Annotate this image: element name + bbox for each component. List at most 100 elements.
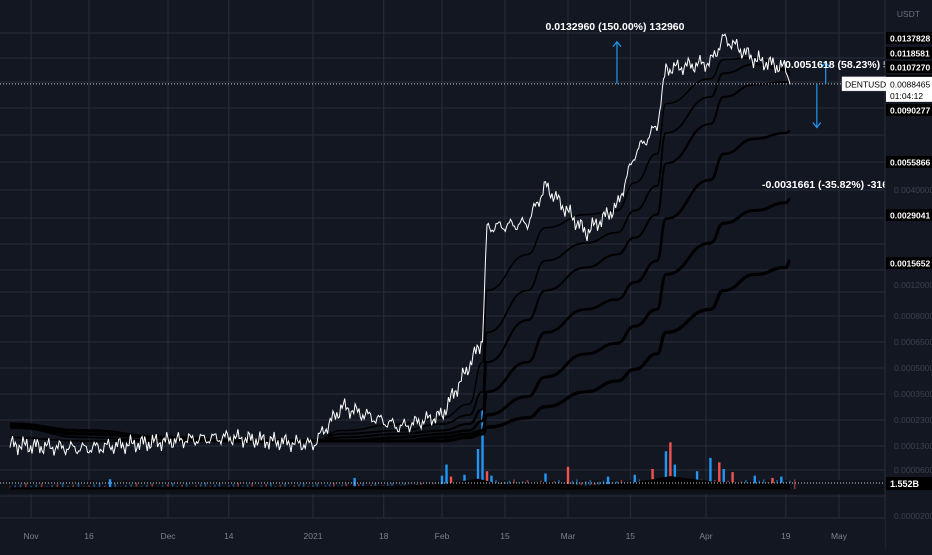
volume-bar: [753, 475, 756, 489]
y-tick-label: 0.000: [894, 0, 916, 2]
volume-bar: [780, 476, 783, 489]
measure-annotations: 0.0132960 (150.00%) 132960 0.0051618 (58.…: [546, 21, 914, 191]
volume-bar-small: [302, 482, 305, 489]
y-tick-label: 0.0003500: [894, 389, 932, 399]
price-series: [9, 33, 791, 457]
volume-bar: [445, 464, 448, 489]
volume-bar-small: [333, 482, 335, 489]
y-tick-label: 0.0000600: [894, 465, 932, 475]
volume-bar-small: [298, 484, 300, 489]
price-label-box: [886, 257, 932, 269]
measure-label: -0.0031661 (-35.82%) -31661: [762, 179, 900, 191]
last-price-label: 0.0088465: [890, 79, 930, 89]
x-tick-label: 15: [626, 531, 636, 541]
volume-bar-small: [793, 479, 796, 489]
price-label-box: [886, 156, 932, 168]
price-label: 0.0090277: [890, 106, 930, 116]
volume-bar-small: [98, 482, 101, 489]
price-label: 0.0029041: [890, 211, 930, 221]
symbol-tag: DENTUSDT: [845, 79, 891, 89]
price-label-box: [886, 104, 932, 116]
volume-bar: [731, 472, 734, 489]
volume-bar-small: [251, 483, 253, 489]
y-tick-label: 0.0005000: [894, 363, 932, 373]
last-price-box: [886, 76, 932, 102]
x-tick-label: Dec: [160, 531, 176, 541]
time-axis-panel: [0, 518, 885, 550]
y-tick-label: 0.0006500: [894, 337, 932, 347]
volume-bar-small: [40, 483, 43, 489]
volume-bar-small: [35, 484, 38, 489]
price-label: 0.0118581: [890, 49, 930, 59]
volume-bar-small: [218, 483, 221, 489]
volume-bar-small: [362, 482, 364, 489]
volume-bar: [485, 471, 489, 489]
volume-bar-small: [232, 484, 235, 489]
measure-label: 0.0051618 (58.23%) 5161L: [785, 59, 913, 71]
volume-bar-small: [130, 484, 132, 489]
volume-bar: [633, 474, 636, 489]
volume-bar-small: [61, 482, 64, 489]
x-tick-label: May: [831, 531, 848, 541]
countdown-label: 01:04:12: [890, 91, 923, 101]
x-tick-label: 15: [500, 531, 510, 541]
price-label-box: [886, 209, 932, 221]
x-tick-label: 18: [379, 531, 389, 541]
measure-label: 0.0132960 (150.00%) 132960: [546, 21, 685, 33]
volume-label-box: [886, 477, 932, 490]
volume-bar-small: [151, 483, 153, 489]
y-tick-label: 0.0001300: [894, 441, 932, 451]
x-tick-label: 2021: [304, 531, 323, 541]
y-tick-label: 0.0008000: [894, 311, 932, 321]
volume-bar-small: [345, 483, 348, 489]
volume-bar-small: [171, 482, 174, 489]
volume-bar: [606, 476, 610, 489]
x-tick-label: Feb: [435, 531, 450, 541]
currency-label: USDT: [897, 9, 920, 19]
measure-arrow-head: [612, 40, 622, 48]
volume-bar: [481, 409, 484, 489]
price-label-box: [886, 47, 932, 59]
x-tick-label: Nov: [24, 531, 40, 541]
y-tick-label: 0.0012000: [894, 280, 932, 290]
volume-bar: [440, 475, 444, 489]
y-tick-label: 0.0000200: [894, 511, 932, 521]
volume-bar: [722, 469, 725, 489]
volume-bar: [669, 442, 672, 489]
price-label-box: [886, 61, 932, 73]
volume-bar-small: [185, 483, 188, 489]
grid: [0, 0, 885, 518]
volume-bar: [566, 466, 570, 489]
volume-bar-small: [14, 485, 17, 489]
volume-bar-small: [77, 483, 80, 489]
volume-ma: [9, 476, 791, 490]
volume-bar-small: [270, 482, 272, 489]
x-tick-label: 19: [781, 531, 791, 541]
volume-bar-small: [56, 484, 59, 489]
volume-bar: [108, 479, 112, 489]
volume-bar-small: [135, 482, 138, 489]
volume-bar: [476, 449, 480, 489]
volume-bar: [544, 473, 547, 489]
y-tick-label: 0.0002300: [894, 415, 932, 425]
volume-bar-small: [585, 481, 587, 489]
volume-bar-small: [93, 484, 96, 489]
price-label-box: [886, 32, 932, 44]
volume-bar-small: [284, 483, 286, 489]
volume-bar-small: [316, 483, 318, 489]
x-tick-label: Mar: [561, 531, 576, 541]
volume-bar-small: [265, 484, 268, 489]
volume-bar-small: [199, 484, 202, 489]
measure-arrow-head: [821, 61, 831, 68]
volume-bar: [664, 451, 668, 489]
volume-bar-small: [114, 483, 117, 489]
volume-bar: [651, 469, 654, 489]
volume-bar-small: [19, 484, 22, 489]
volume-bar-small: [204, 482, 207, 489]
x-tick-label: Apr: [699, 531, 712, 541]
price-line: [9, 33, 791, 457]
price-label: 0.0137828: [890, 34, 930, 44]
